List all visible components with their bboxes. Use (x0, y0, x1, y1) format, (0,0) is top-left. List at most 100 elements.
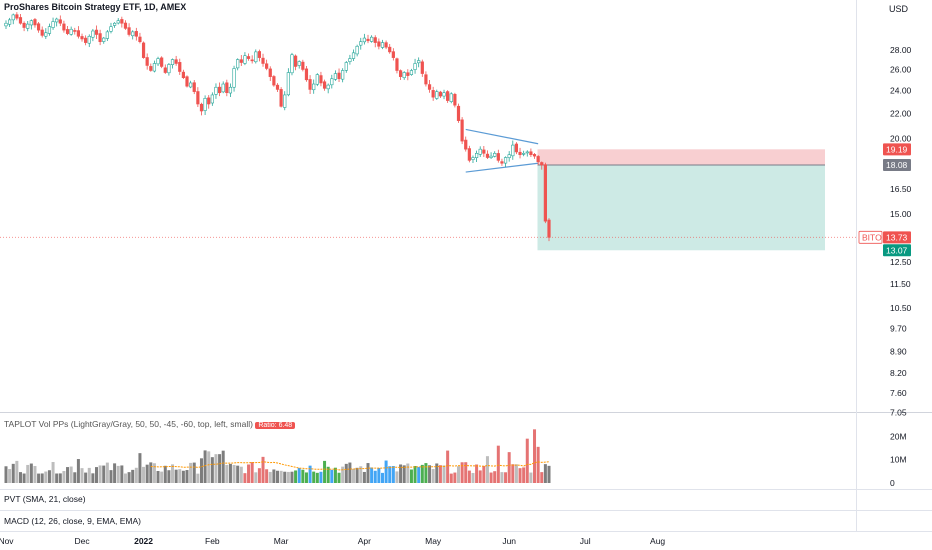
time-tick-label: Jul (580, 536, 591, 546)
ticker-badge-bg (858, 230, 883, 244)
time-tick-label: Mar (274, 536, 289, 546)
candle-body (522, 153, 526, 155)
volume-bar (51, 462, 55, 483)
volume-bar (453, 472, 457, 483)
candle (384, 40, 388, 50)
volume-bar (533, 429, 537, 483)
volume-bar (308, 465, 312, 483)
candle (160, 56, 164, 69)
volume-bar (362, 471, 366, 483)
volume-bar (210, 457, 214, 483)
candle-body (493, 153, 497, 157)
volume-bar (464, 462, 468, 483)
candle (181, 69, 185, 80)
short-position-tool[interactable] (537, 149, 825, 251)
volume-bar (467, 470, 471, 483)
volume-bar (409, 469, 413, 483)
volume-bar (44, 471, 48, 483)
volume-bar (203, 450, 207, 483)
candle-body (69, 28, 73, 35)
candle-body (141, 42, 146, 58)
candle (304, 66, 309, 82)
candle-body (268, 68, 272, 77)
volume-tick-label: 10M (890, 455, 907, 465)
candle (532, 152, 537, 159)
volume-bar (355, 467, 359, 483)
candle-body (131, 31, 135, 37)
candle (268, 66, 272, 82)
volume-bar (95, 467, 98, 483)
candle-body (134, 31, 138, 37)
volume-bar (507, 452, 511, 483)
candle-body (384, 42, 388, 48)
candle-body (417, 60, 421, 64)
candle (62, 20, 66, 33)
candle-body (351, 52, 356, 59)
candle-body (370, 36, 374, 42)
candle-body (199, 103, 204, 112)
volume-bar (105, 462, 109, 483)
volume-bar (87, 467, 91, 483)
volume-bar (417, 466, 421, 483)
candle (337, 68, 341, 83)
time-axis[interactable]: Nov Dec 2022 Feb Mar Apr May Jun Jul Aug (0, 536, 665, 546)
volume-bar (218, 454, 222, 483)
candle (80, 33, 84, 42)
volume-bar (171, 464, 175, 483)
candle (471, 155, 475, 163)
candle (257, 49, 262, 62)
candle-body (217, 86, 222, 94)
target-price-badge: 13.07 (886, 245, 908, 255)
volume-bar (221, 450, 225, 483)
pvt-indicator-label[interactable]: PVT (SMA, 21, close) (4, 494, 86, 504)
candle-body (283, 94, 287, 108)
candle-body (359, 41, 363, 46)
candle (15, 12, 19, 21)
candle-body (196, 91, 200, 105)
candle-body (47, 26, 52, 34)
candle (312, 79, 316, 94)
candle (293, 54, 298, 71)
candle (33, 17, 37, 28)
candle-body (228, 86, 233, 94)
macd-indicator-label[interactable]: MACD (12, 26, close, 9, EMA, EMA) (4, 516, 141, 526)
volume-bar (127, 472, 131, 483)
candle-body (76, 30, 80, 37)
candle (94, 25, 99, 40)
volume-axis[interactable]: 20M 10M 0 (890, 431, 907, 488)
candle (134, 27, 138, 41)
volume-bar (420, 464, 424, 483)
candle (380, 39, 385, 50)
candle-body (51, 21, 55, 28)
candle (355, 44, 359, 57)
volume-bar (80, 468, 84, 483)
candle-body (518, 151, 522, 156)
candle (152, 60, 157, 73)
volume-indicator-label[interactable]: TAPLOT Vol PPs (LightGray/Gray, 50, 50, … (4, 419, 296, 429)
volume-bar (370, 467, 374, 483)
volume-bar (438, 465, 442, 483)
volume-bar (500, 472, 504, 483)
candle (76, 26, 80, 39)
candle-body (446, 91, 450, 101)
price-badges: 19.19 18.08 13.07 13.73 BITO (858, 143, 911, 257)
volume-bar (11, 463, 15, 483)
candle-body (312, 83, 316, 91)
candle (84, 35, 88, 46)
target-price-badge-bg (883, 244, 911, 257)
volume-bar (156, 470, 160, 483)
candle (398, 69, 403, 81)
candle-body (232, 68, 236, 88)
stop-zone (537, 149, 825, 165)
candle (308, 75, 312, 95)
candle-body (330, 78, 334, 86)
candle (29, 19, 33, 30)
candle (11, 13, 15, 25)
candle (120, 16, 124, 28)
volume-bar (431, 469, 435, 483)
candle-body (109, 26, 113, 32)
candle-body (254, 51, 258, 63)
triangle-pattern[interactable] (465, 128, 539, 173)
volume-bar (120, 465, 124, 483)
